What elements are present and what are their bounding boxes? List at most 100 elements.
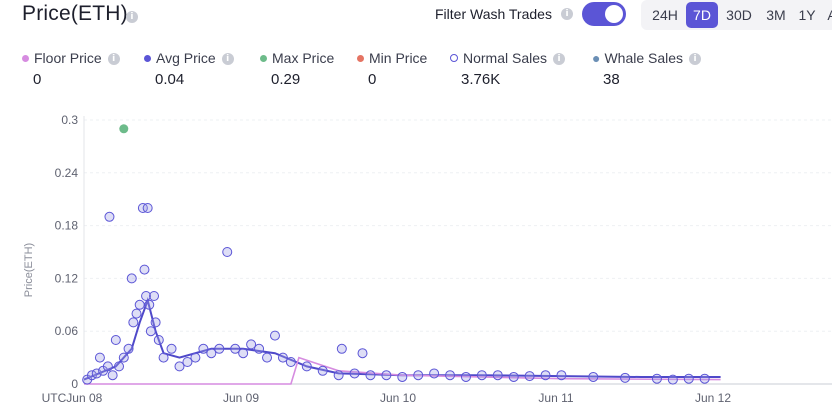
chart-points [82,124,710,385]
y-tick-label: 0.06 [55,324,79,338]
wash-trade-toggle[interactable] [582,2,626,26]
sale-point[interactable] [214,343,225,354]
info-icon: i [221,53,234,66]
legend-floor-price[interactable]: Floor Price i [22,50,120,66]
sale-point[interactable] [230,343,241,354]
sale-point[interactable] [277,352,288,363]
sale-point[interactable] [158,352,169,363]
range-3m[interactable]: 3M [766,7,786,23]
sale-point[interactable] [110,335,121,345]
sale-point[interactable] [139,264,150,275]
sale-point[interactable] [540,370,551,381]
sale-point[interactable] [246,339,257,350]
min-price-value: 0 [368,71,377,88]
sale-point[interactable] [357,348,368,359]
sale-point[interactable] [556,370,567,381]
range-24h[interactable]: 24H [652,7,678,23]
legend-avg-price[interactable]: Avg Price i [144,50,234,66]
filter-info-icon[interactable]: i [561,8,573,20]
sale-point[interactable] [429,368,440,379]
min-price-dot-icon [357,55,364,62]
sale-point[interactable] [118,352,129,363]
sale-point[interactable] [301,361,312,372]
sale-point[interactable] [381,370,392,381]
sale-point[interactable] [131,308,142,319]
sale-point[interactable] [222,247,233,257]
sale-point[interactable] [336,343,347,354]
sale-point[interactable] [145,326,156,337]
sale-point[interactable] [182,357,193,367]
sale-point[interactable] [524,371,535,382]
sale-point[interactable] [144,299,155,310]
sale-point[interactable] [460,371,471,382]
sale-point[interactable] [365,370,376,381]
sale-point[interactable] [150,317,161,328]
sale-point[interactable] [699,373,710,384]
sale-point[interactable] [206,348,217,359]
sale-point[interactable] [107,370,118,381]
range-30d[interactable]: 30D [726,7,752,23]
sale-point[interactable] [620,372,631,383]
sale-point[interactable] [413,370,424,381]
floor-price-value: 0 [33,71,42,88]
y-tick-label: 0.3 [61,113,78,127]
sale-point[interactable] [349,368,360,379]
x-axis-ticks: UTCJun 08 Jun 09 Jun 10 Jun 11 Jun 12 [42,391,732,405]
avg-price-line [83,297,721,381]
sale-point[interactable] [198,343,209,354]
title-info-icon[interactable]: i [126,11,138,23]
normal-sales-value: 3.76K [461,71,501,88]
range-7d[interactable]: 7D [686,2,718,28]
sale-point[interactable] [397,371,408,382]
sale-point[interactable] [114,361,125,372]
sale-point[interactable] [238,348,249,359]
legend-whale-sales[interactable]: ● Whale Sales i [592,50,702,66]
avg-price-dot-icon [144,55,151,62]
sale-point[interactable] [254,343,265,354]
y-axis-label: Price(ETH) [23,243,35,297]
sale-point[interactable] [190,352,201,363]
sale-point[interactable] [285,357,296,367]
sale-point[interactable] [269,330,280,341]
chart-title: Price(ETH) i [22,2,138,26]
sale-point[interactable] [123,343,134,354]
x-tick-label: Jun 12 [695,391,731,405]
sale-point[interactable] [683,373,694,384]
x-tick-label: Jun 09 [223,391,259,405]
sale-point[interactable] [141,291,152,301]
sale-point[interactable] [476,370,487,381]
sale-point[interactable] [667,374,678,385]
max-price-point[interactable] [119,124,129,134]
sale-point[interactable] [508,371,519,382]
sale-point[interactable] [651,373,662,384]
sale-point[interactable] [588,371,599,382]
info-icon: i [689,53,702,66]
legend-max-price[interactable]: Max Price [260,50,334,66]
sale-point[interactable] [134,299,145,310]
range-all[interactable]: A [824,2,832,28]
max-price-value: 0.29 [271,71,301,88]
sale-point[interactable] [102,361,113,372]
x-tick-label: Jun 10 [380,391,416,405]
toggle-knob [605,5,623,23]
whale-sales-value: 38 [603,71,620,88]
sale-point[interactable] [94,352,105,363]
sale-point[interactable] [142,203,153,213]
sale-point[interactable] [166,343,177,354]
y-tick-label: 0.18 [55,219,79,233]
sale-point[interactable] [153,335,164,345]
legend-normal-sales[interactable]: Normal Sales i [450,50,566,66]
legend-min-price[interactable]: Min Price [357,50,427,66]
sale-point[interactable] [174,361,185,372]
sale-point[interactable] [317,365,328,376]
sale-point[interactable] [445,370,456,381]
sale-point[interactable] [128,317,139,328]
sale-point[interactable] [104,211,115,222]
sale-point[interactable] [333,370,344,381]
sale-point[interactable] [149,291,160,301]
sale-point[interactable] [492,370,503,381]
sale-point[interactable] [262,352,273,363]
sale-point[interactable] [126,273,137,284]
range-1y[interactable]: 1Y [798,7,816,23]
